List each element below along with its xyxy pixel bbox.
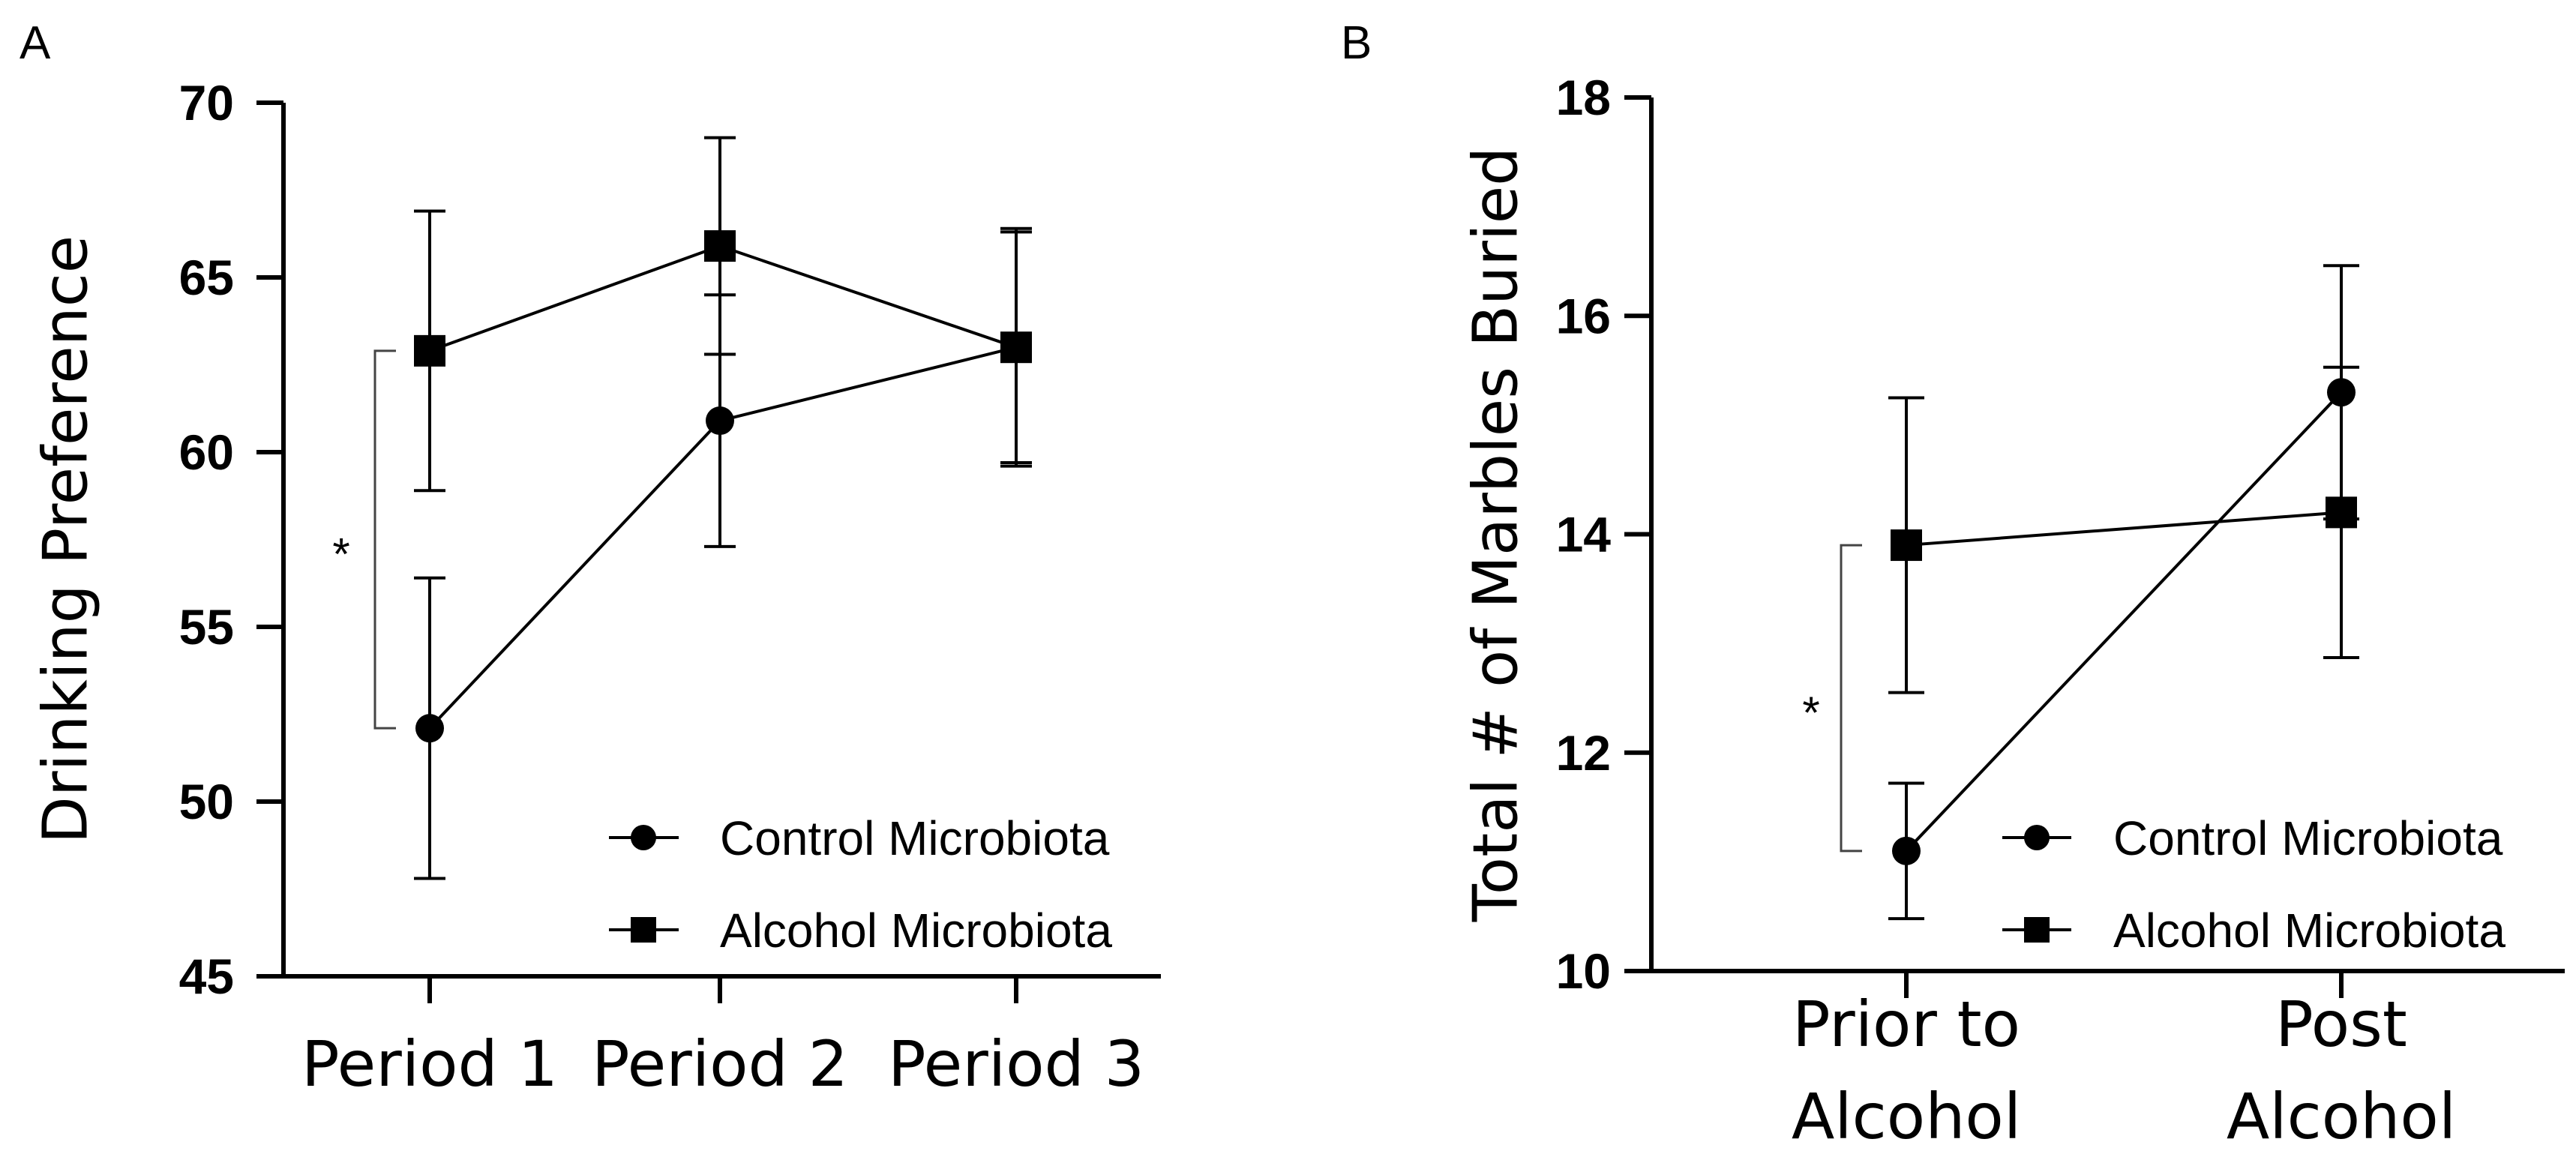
panel-letter: B	[1341, 17, 1372, 69]
y-axis-title: Total # of Marbles Buried	[1461, 147, 1532, 922]
x-tick-label: Period 1	[301, 1027, 558, 1101]
legend-marker-square	[631, 917, 656, 943]
y-tick-label: 14	[1556, 507, 1612, 562]
y-tick-label: 18	[1556, 70, 1611, 125]
data-point-square	[1000, 331, 1032, 364]
data-point-square	[1891, 529, 1922, 562]
panel-a: A 45 50 55 60 65 70 Period 1 Period 2 Period 3 Dri…	[19, 17, 1161, 1101]
y-tick-label: 45	[179, 949, 234, 1004]
data-point-square	[704, 230, 736, 262]
significance-asterisk: *	[1802, 688, 1819, 738]
y-tick-label: 55	[179, 599, 234, 655]
series-line	[1905, 391, 2343, 853]
legend-marker-square	[2024, 917, 2050, 943]
legend-label: Control Microbiota	[720, 811, 1110, 865]
legend-label: Control Microbiota	[2113, 811, 2503, 865]
significance-bracket	[1840, 544, 1862, 853]
y-tick-label: 70	[179, 75, 234, 130]
x-tick-label: Prior to	[1792, 988, 2020, 1061]
data-point-square	[414, 334, 445, 367]
series-line	[428, 346, 1017, 730]
panel-letter: A	[19, 17, 51, 69]
data-point-circle	[1892, 836, 1921, 865]
y-tick-label: 12	[1556, 725, 1611, 781]
legend-label: Alcohol Microbiota	[720, 904, 1112, 958]
y-tick-label: 10	[1556, 943, 1611, 999]
legend-label: Alcohol Microbiota	[2113, 904, 2506, 958]
x-tick-label: Period 3	[888, 1027, 1144, 1101]
y-tick-label: 65	[179, 250, 234, 305]
legend-marker-circle	[631, 825, 656, 850]
panel-b: B 10 12 14 16 18 Prior to Alcohol Post Alcohol Tot…	[1341, 17, 2565, 1153]
data-point-circle	[415, 714, 444, 743]
x-tick-label: Post	[2275, 988, 2407, 1061]
significance-asterisk: *	[332, 529, 349, 580]
y-tick-label: 60	[179, 424, 234, 480]
y-tick-label: 50	[179, 774, 234, 829]
series-line	[1906, 511, 2342, 547]
y-tick-label: 16	[1556, 288, 1611, 343]
legend-marker-circle	[2024, 825, 2050, 850]
significance-bracket	[373, 349, 396, 730]
data-point-circle	[706, 406, 734, 436]
y-axis-title: Drinking Preference	[31, 235, 102, 844]
x-tick-label: Period 2	[592, 1027, 848, 1101]
x-tick-label: Alcohol	[1792, 1080, 2021, 1153]
x-tick-label: Alcohol	[2227, 1080, 2456, 1153]
data-point-square	[2326, 496, 2357, 529]
